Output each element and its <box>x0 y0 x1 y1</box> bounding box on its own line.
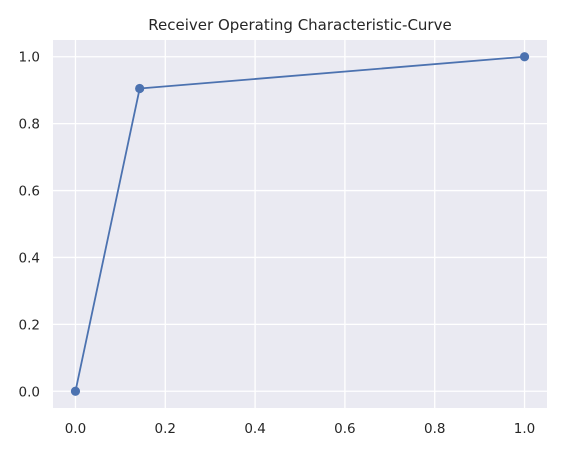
roc-point <box>519 52 530 62</box>
x-axis-ticks: 0.0 0.2 0.4 0.6 0.8 1.0 <box>65 421 536 437</box>
y-tick-label: 0.8 <box>19 117 40 133</box>
x-tick-label: 0.0 <box>65 421 86 437</box>
y-tick-label: 0.0 <box>19 384 40 400</box>
x-tick-label: 1.0 <box>514 421 535 437</box>
plot-area <box>53 40 547 408</box>
y-tick-label: 0.4 <box>19 250 40 266</box>
series-layer <box>70 52 530 396</box>
y-tick-label: 0.2 <box>19 317 40 333</box>
x-tick-label: 0.8 <box>424 421 445 437</box>
roc-point <box>135 83 145 94</box>
x-tick-label: 0.6 <box>334 421 355 437</box>
roc-point <box>70 386 81 396</box>
y-tick-label: 1.0 <box>19 50 40 66</box>
y-tick-label: 0.6 <box>19 184 40 200</box>
x-tick-label: 0.4 <box>244 421 265 437</box>
chart-title: Receiver Operating Characteristic-Curve <box>148 16 451 34</box>
x-tick-label: 0.2 <box>155 421 176 437</box>
y-axis-ticks: 0.0 0.2 0.4 0.6 0.8 1.0 <box>19 50 40 401</box>
grid-lines <box>53 40 547 408</box>
